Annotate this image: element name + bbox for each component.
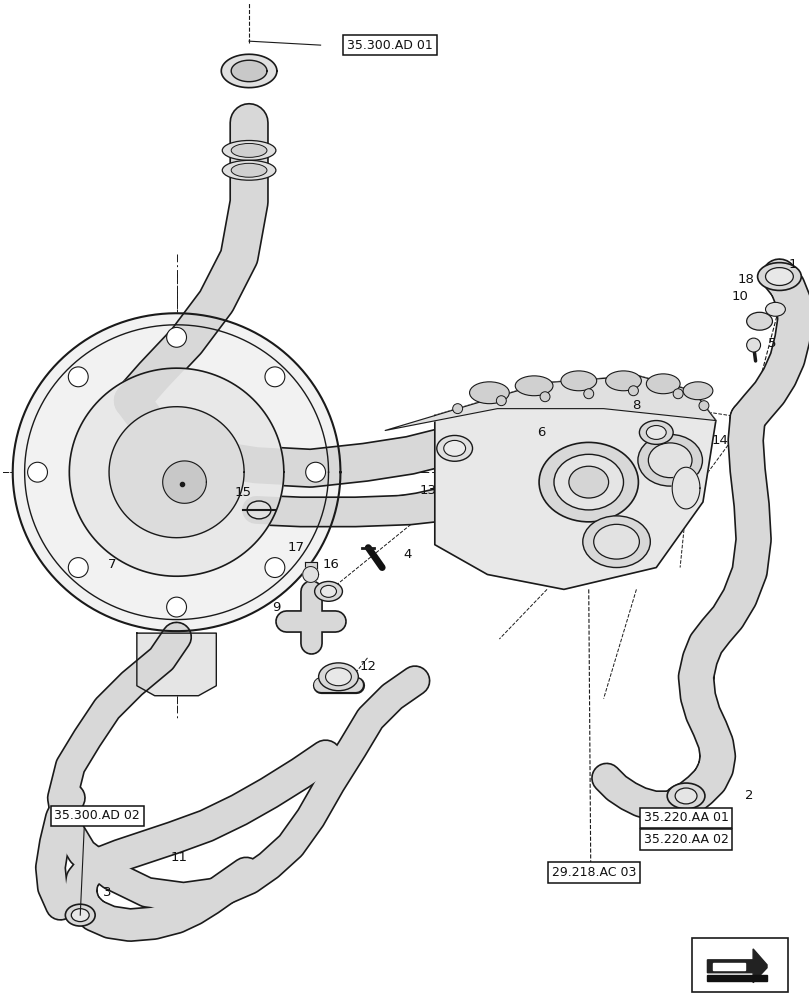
Polygon shape: [384, 376, 715, 430]
Ellipse shape: [593, 524, 638, 559]
Ellipse shape: [757, 263, 800, 290]
Ellipse shape: [553, 454, 623, 510]
Text: 2: 2: [744, 789, 753, 802]
Text: 11: 11: [171, 851, 188, 864]
Polygon shape: [13, 313, 340, 631]
Circle shape: [496, 396, 506, 406]
Circle shape: [264, 367, 285, 387]
Text: 35.300.AD 02: 35.300.AD 02: [54, 809, 139, 822]
Text: 18: 18: [736, 273, 753, 286]
Text: 35.220.AA 02: 35.220.AA 02: [643, 833, 727, 846]
Text: 12: 12: [359, 660, 376, 673]
Circle shape: [166, 327, 187, 347]
Text: 7: 7: [108, 558, 116, 571]
Ellipse shape: [515, 376, 552, 396]
Ellipse shape: [582, 516, 650, 568]
Polygon shape: [713, 963, 744, 970]
Polygon shape: [109, 407, 244, 538]
Ellipse shape: [231, 143, 267, 157]
Ellipse shape: [746, 312, 771, 330]
Ellipse shape: [646, 374, 680, 394]
Ellipse shape: [320, 585, 336, 597]
Circle shape: [68, 558, 88, 577]
Circle shape: [746, 338, 760, 352]
Text: 3: 3: [103, 886, 111, 899]
Circle shape: [583, 389, 593, 399]
Ellipse shape: [469, 382, 508, 404]
Text: 29.218.AC 03: 29.218.AC 03: [551, 866, 635, 879]
Polygon shape: [231, 60, 267, 82]
Ellipse shape: [682, 382, 712, 400]
Ellipse shape: [314, 581, 342, 601]
Polygon shape: [162, 461, 206, 503]
Circle shape: [68, 367, 88, 387]
FancyBboxPatch shape: [691, 938, 787, 992]
Circle shape: [264, 558, 285, 577]
Circle shape: [628, 386, 637, 396]
Ellipse shape: [65, 904, 95, 926]
Ellipse shape: [539, 442, 637, 522]
Circle shape: [539, 392, 549, 402]
Polygon shape: [137, 633, 216, 696]
Ellipse shape: [674, 788, 696, 804]
Circle shape: [452, 404, 462, 414]
Text: 1: 1: [787, 258, 796, 271]
Text: 9: 9: [272, 601, 280, 614]
Polygon shape: [69, 368, 284, 576]
Polygon shape: [434, 376, 715, 589]
Ellipse shape: [247, 501, 271, 519]
Circle shape: [698, 401, 708, 411]
Text: 8: 8: [632, 399, 640, 412]
Text: 6: 6: [536, 426, 544, 439]
Ellipse shape: [667, 783, 704, 809]
Circle shape: [166, 597, 187, 617]
Ellipse shape: [647, 443, 691, 478]
Polygon shape: [706, 949, 766, 983]
Polygon shape: [304, 562, 316, 579]
Text: 13: 13: [418, 484, 436, 497]
Text: 10: 10: [731, 290, 747, 303]
Ellipse shape: [765, 302, 784, 316]
Ellipse shape: [637, 434, 702, 486]
Polygon shape: [706, 975, 766, 981]
Circle shape: [305, 462, 325, 482]
Polygon shape: [672, 467, 699, 509]
Text: 35.220.AA 01: 35.220.AA 01: [643, 811, 727, 824]
Ellipse shape: [71, 909, 89, 922]
Ellipse shape: [569, 466, 608, 498]
Ellipse shape: [765, 268, 792, 285]
Text: 14: 14: [710, 434, 727, 447]
Polygon shape: [221, 54, 277, 88]
Ellipse shape: [560, 371, 596, 391]
Text: 4: 4: [403, 548, 412, 561]
Text: 35.300.AD 01: 35.300.AD 01: [347, 39, 432, 52]
Ellipse shape: [436, 435, 472, 461]
Polygon shape: [303, 567, 318, 582]
Circle shape: [28, 462, 47, 482]
Ellipse shape: [646, 426, 665, 439]
Text: 15: 15: [234, 486, 251, 499]
Ellipse shape: [325, 668, 351, 686]
Ellipse shape: [222, 160, 276, 180]
Ellipse shape: [222, 140, 276, 160]
Ellipse shape: [443, 440, 465, 456]
Text: 5: 5: [767, 337, 776, 350]
Ellipse shape: [231, 163, 267, 177]
Ellipse shape: [318, 663, 358, 691]
Ellipse shape: [638, 421, 672, 444]
Ellipse shape: [605, 371, 641, 391]
Text: 17: 17: [287, 541, 304, 554]
Text: 16: 16: [322, 558, 338, 571]
Circle shape: [672, 389, 682, 399]
